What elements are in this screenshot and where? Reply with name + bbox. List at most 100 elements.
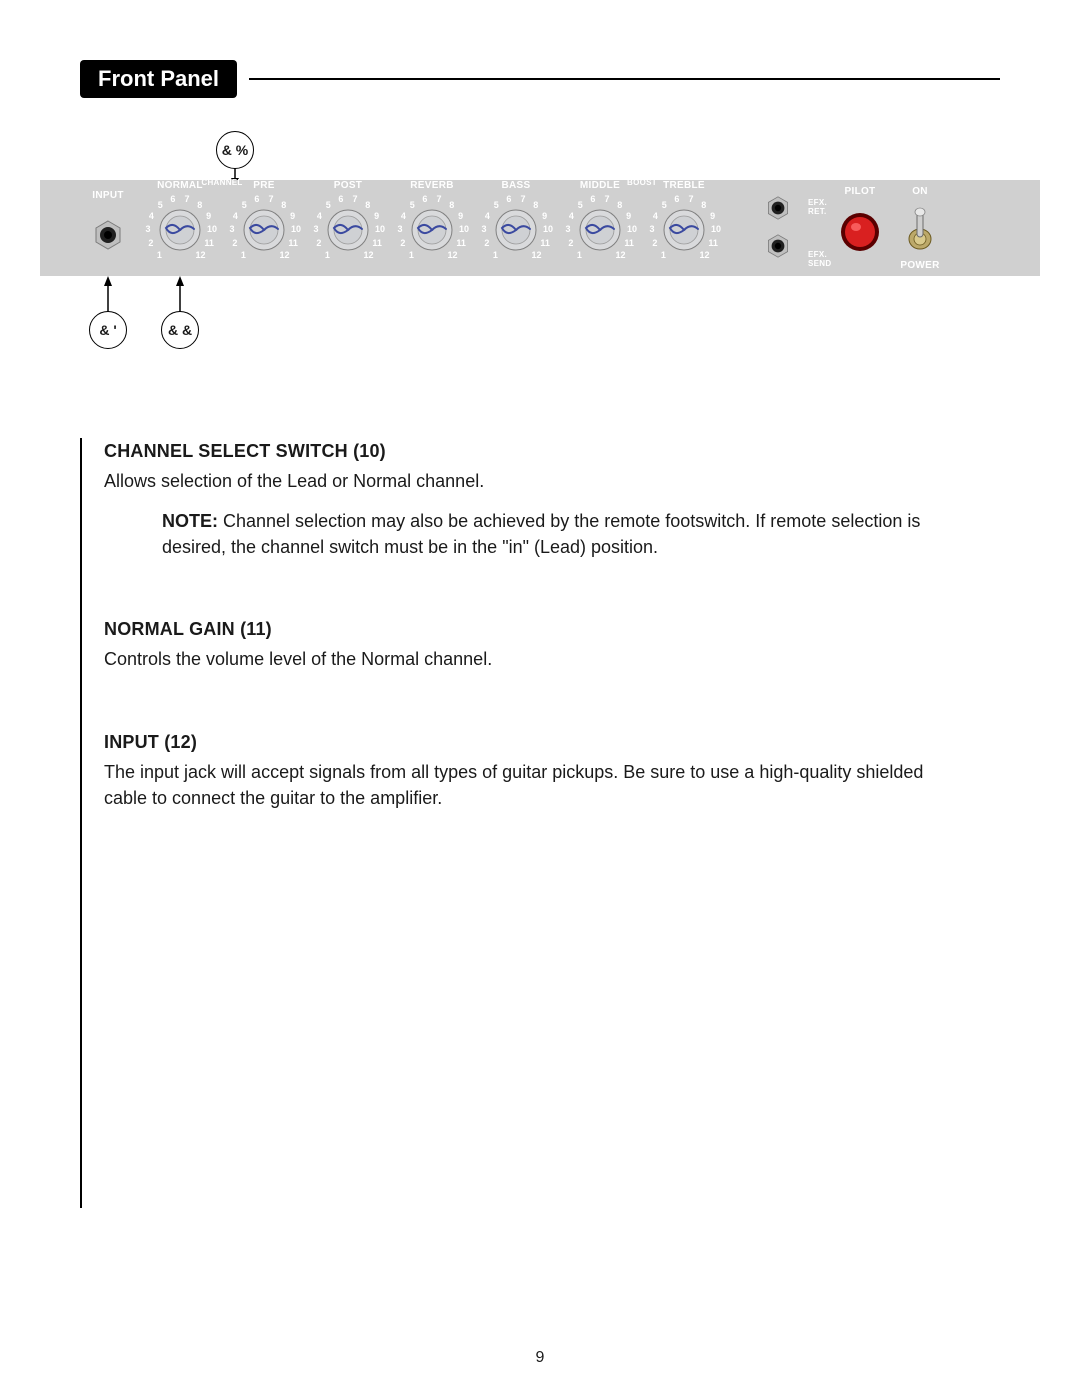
dial-number: 8 [281,200,286,210]
dial-number: 9 [458,211,463,221]
dial-number: 3 [649,224,654,234]
dial-number: 1 [493,250,498,260]
dial-number: 6 [254,194,259,204]
dial-number: 6 [338,194,343,204]
dial-number: 3 [229,224,234,234]
dial-number: 7 [185,194,190,204]
dial-number: 7 [521,194,526,204]
dial-number: 10 [627,224,637,234]
dial-number: 4 [569,211,574,221]
dial-number: 5 [494,200,499,210]
dial-number: 2 [232,238,237,248]
dial-number: 4 [401,211,406,221]
dial-number: 12 [532,250,542,260]
boost-label: BOOST [627,178,657,187]
knob-post [325,207,371,253]
callout-10-label: & % [222,142,248,158]
pilot-light [839,211,881,253]
dial-number: 4 [485,211,490,221]
power-toggle [907,205,933,251]
section-header: Front Panel [80,60,1000,98]
dial-number: 6 [674,194,679,204]
dial-number: 10 [207,224,217,234]
section-heading: CHANNEL SELECT SWITCH (10) [104,438,960,464]
body-text-region: CHANNEL SELECT SWITCH (10) Allows selecti… [80,438,1000,1208]
channel-label: CHANNEL [201,178,242,187]
knob-label: PRE [253,180,274,191]
dial-number: 9 [374,211,379,221]
knob-label: BASS [502,180,531,191]
dial-number: 1 [241,250,246,260]
callout-12-label: & ' [99,322,116,338]
dial-number: 2 [148,238,153,248]
dial-number: 1 [409,250,414,260]
dial-number: 2 [652,238,657,248]
efx-send-label: EFX. SEND [808,250,831,268]
dial-number: 3 [145,224,150,234]
knob-label: NORMAL [157,180,203,191]
knob-label: MIDDLE [580,180,620,191]
dial-number: 11 [456,238,466,248]
dial-number: 3 [397,224,402,234]
dial-number: 8 [533,200,538,210]
knob-pre [241,207,287,253]
dial-number: 4 [233,211,238,221]
efx-return-jack [766,196,790,220]
dial-number: 11 [372,238,382,248]
callout-12: & ' [89,311,127,349]
dial-number: 12 [448,250,458,260]
dial-number: 11 [540,238,550,248]
knob-bass [493,207,539,253]
dial-number: 2 [568,238,573,248]
dial-number: 2 [316,238,321,248]
on-label: ON [912,186,928,197]
knob-reverb [409,207,455,253]
dial-number: 3 [481,224,486,234]
dial-number: 5 [662,200,667,210]
dial-number: 8 [449,200,454,210]
section-note: NOTE: Channel selection may also be achi… [162,508,960,560]
front-panel-diagram: & % INPUT NORMAL 123456789101112PRE 1234… [40,138,1040,378]
amp-panel-strip: INPUT NORMAL 123456789101112PRE 12345678… [40,180,1040,276]
dial-number: 6 [590,194,595,204]
input-label: INPUT [92,190,124,201]
header-rule [249,78,1000,80]
section-text: The input jack will accept signals from … [104,759,960,811]
dial-number: 12 [616,250,626,260]
dial-number: 10 [543,224,553,234]
dial-number: 12 [700,250,710,260]
left-vertical-rule [80,438,82,1208]
dial-number: 7 [689,194,694,204]
section-heading: INPUT (12) [104,729,960,755]
dial-number: 5 [410,200,415,210]
dial-number: 4 [149,211,154,221]
section-title-pill: Front Panel [80,60,237,98]
knob-label: TREBLE [663,180,705,191]
dial-number: 7 [437,194,442,204]
dial-number: 5 [158,200,163,210]
dial-number: 7 [353,194,358,204]
dial-number: 1 [325,250,330,260]
callout-11-label: & & [168,322,192,338]
dial-number: 9 [206,211,211,221]
pilot-label: PILOT [845,186,876,197]
dial-number: 12 [280,250,290,260]
dial-number: 12 [196,250,206,260]
dial-number: 8 [365,200,370,210]
dial-number: 6 [170,194,175,204]
dial-number: 8 [197,200,202,210]
dial-number: 5 [242,200,247,210]
dial-number: 6 [422,194,427,204]
dial-number: 9 [626,211,631,221]
dial-number: 10 [291,224,301,234]
section-text: Allows selection of the Lead or Normal c… [104,468,960,494]
dial-number: 4 [653,211,658,221]
dial-number: 11 [624,238,634,248]
dial-number: 5 [578,200,583,210]
dial-number: 3 [565,224,570,234]
dial-number: 12 [364,250,374,260]
efx-send-jack [766,234,790,258]
dial-number: 1 [661,250,666,260]
dial-number: 1 [157,250,162,260]
dial-number: 9 [290,211,295,221]
